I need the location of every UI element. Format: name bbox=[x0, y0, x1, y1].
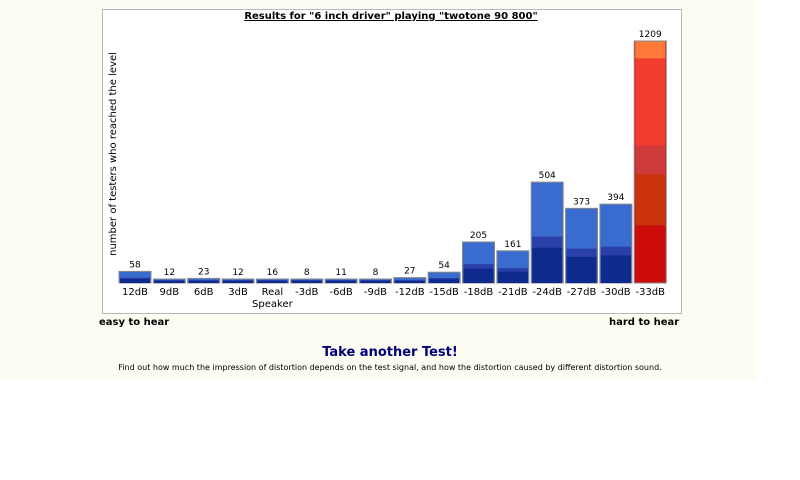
bar-segment bbox=[120, 278, 150, 283]
bar-segment bbox=[566, 256, 597, 283]
chart-frame: number of testers who reached the level 5… bbox=[102, 9, 682, 314]
value-label: 8 bbox=[304, 268, 310, 278]
tick-label: -3dB bbox=[295, 287, 318, 298]
bar-segment bbox=[600, 255, 631, 283]
value-label: 12 bbox=[164, 268, 175, 278]
bar-segment bbox=[223, 281, 254, 283]
bar-segment bbox=[463, 268, 494, 283]
tick-label: 3dB bbox=[228, 287, 248, 298]
value-label: 8 bbox=[373, 268, 379, 278]
value-label: 205 bbox=[470, 231, 487, 241]
value-label: 1209 bbox=[639, 30, 662, 40]
value-label: 373 bbox=[573, 197, 590, 207]
bar-segment bbox=[394, 281, 425, 283]
test-description: Find out how much the impression of dist… bbox=[118, 363, 662, 372]
y-axis-label: number of testers who reached the level bbox=[108, 52, 119, 256]
tick-label: -6dB bbox=[330, 287, 353, 298]
bar-segment bbox=[360, 281, 391, 283]
bar-segment bbox=[635, 41, 666, 59]
bar-segment bbox=[635, 174, 666, 226]
take-another-test-link[interactable]: Take another Test! bbox=[322, 345, 458, 360]
value-label: 54 bbox=[438, 261, 450, 271]
hard-to-hear-label: hard to hear bbox=[609, 317, 680, 328]
bar-segment bbox=[326, 281, 357, 283]
bar-segment bbox=[154, 281, 185, 283]
value-label: 11 bbox=[335, 268, 346, 278]
tick-label: Real Speaker bbox=[252, 287, 294, 310]
tick-label: -27dB bbox=[567, 287, 597, 298]
chart-title: Results for "6 inch driver" playing "two… bbox=[244, 11, 538, 22]
value-label: 58 bbox=[129, 260, 141, 270]
bar-segment bbox=[635, 145, 666, 175]
tick-label: 12dB bbox=[122, 287, 148, 298]
value-label: 27 bbox=[404, 267, 415, 277]
tick-label: 9dB bbox=[160, 287, 180, 298]
value-label: 161 bbox=[504, 240, 521, 250]
easy-to-hear-label: easy to hear bbox=[99, 317, 170, 328]
bar-segment bbox=[532, 247, 563, 283]
tick-label: -24dB bbox=[532, 287, 562, 298]
results-panel: number of testers who reached the level 5… bbox=[0, 0, 757, 381]
value-label: 12 bbox=[232, 268, 243, 278]
bar-chart: number of testers who reached the level 5… bbox=[108, 30, 667, 310]
value-label: 394 bbox=[607, 193, 624, 203]
value-label: 504 bbox=[539, 171, 556, 181]
bar-segment bbox=[291, 281, 322, 283]
tick-label: -9dB bbox=[364, 287, 387, 298]
tick-label: -18dB bbox=[464, 287, 494, 298]
bar-segment bbox=[429, 279, 460, 283]
tick-label: -21dB bbox=[498, 287, 528, 298]
value-label: 23 bbox=[198, 267, 209, 277]
bar-segment bbox=[635, 58, 666, 146]
tick-label: 6dB bbox=[194, 287, 214, 298]
bar-segment bbox=[497, 271, 528, 283]
bar-segment bbox=[257, 281, 288, 283]
bar-segment bbox=[188, 281, 219, 283]
value-label: 16 bbox=[267, 268, 279, 278]
tick-label: -30dB bbox=[601, 287, 631, 298]
tick-label: -15dB bbox=[429, 287, 459, 298]
tick-label: -12dB bbox=[395, 287, 425, 298]
tick-label: -33dB bbox=[635, 287, 665, 298]
